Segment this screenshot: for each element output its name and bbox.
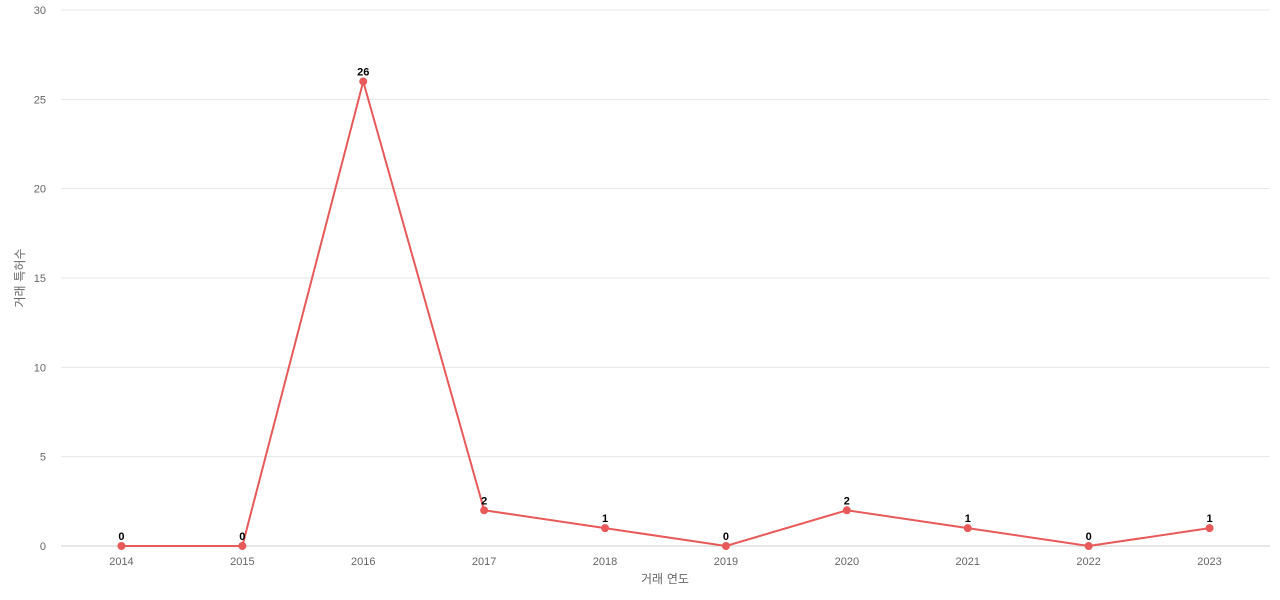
x-axis-title: 거래 연도 bbox=[641, 572, 689, 586]
data-point bbox=[963, 524, 972, 533]
y-tick-label: 10 bbox=[34, 362, 46, 374]
data-label: 1 bbox=[602, 513, 608, 525]
y-axis-ticks: 0 5 10 15 20 25 30 bbox=[34, 5, 46, 553]
gridlines bbox=[61, 9, 1270, 458]
data-label: 1 bbox=[1206, 513, 1212, 525]
data-point bbox=[1205, 524, 1214, 533]
data-points bbox=[117, 77, 1214, 550]
x-tick-label: 2016 bbox=[351, 556, 375, 568]
y-tick-label: 20 bbox=[34, 184, 46, 196]
data-label: 26 bbox=[357, 66, 369, 78]
data-label: 0 bbox=[118, 531, 124, 543]
data-labels: 0 0 26 2 1 0 2 1 0 1 bbox=[118, 66, 1212, 543]
x-tick-label: 2022 bbox=[1076, 556, 1100, 568]
data-label: 0 bbox=[723, 531, 729, 543]
data-point bbox=[117, 542, 126, 550]
x-tick-label: 2020 bbox=[835, 556, 859, 568]
data-point bbox=[721, 542, 730, 550]
data-point bbox=[480, 506, 489, 515]
x-tick-label: 2023 bbox=[1197, 556, 1221, 568]
y-tick-label: 25 bbox=[34, 94, 46, 106]
y-tick-label: 15 bbox=[34, 273, 46, 285]
data-point bbox=[842, 506, 851, 515]
y-tick-label: 0 bbox=[40, 541, 46, 553]
x-tick-label: 2019 bbox=[714, 556, 738, 568]
x-axis-ticks: 2014 2015 2016 2017 2018 2019 2020 2021 2022 2023 bbox=[109, 556, 1222, 568]
data-point bbox=[238, 542, 247, 550]
y-axis-title: 거래 특허수 bbox=[13, 248, 27, 307]
x-tick-label: 2015 bbox=[230, 556, 254, 568]
x-tick-label: 2018 bbox=[593, 556, 617, 568]
data-point bbox=[601, 524, 610, 533]
data-label: 0 bbox=[1086, 531, 1092, 543]
data-point bbox=[1084, 542, 1093, 550]
x-tick-label: 2021 bbox=[956, 556, 980, 568]
data-label: 1 bbox=[965, 513, 971, 525]
series-line bbox=[121, 77, 1210, 548]
data-label: 2 bbox=[481, 495, 487, 507]
y-tick-label: 30 bbox=[34, 5, 46, 17]
y-tick-label: 5 bbox=[40, 452, 46, 464]
data-point bbox=[359, 77, 368, 86]
data-label: 0 bbox=[239, 531, 245, 543]
x-tick-label: 2017 bbox=[472, 556, 496, 568]
data-label: 2 bbox=[844, 495, 850, 507]
x-tick-label: 2014 bbox=[109, 556, 133, 568]
